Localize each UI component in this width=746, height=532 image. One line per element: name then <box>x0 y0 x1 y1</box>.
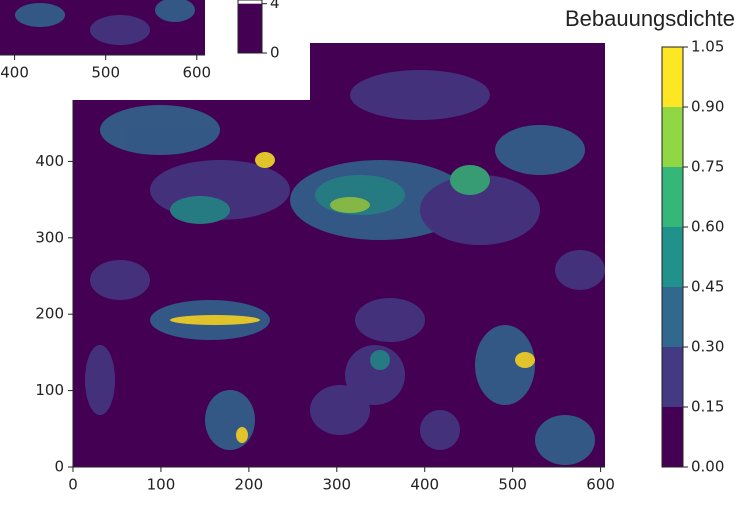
x-tick-label: 0 <box>68 476 78 494</box>
colorbar-tick-label: 0.15 <box>691 398 724 416</box>
colorbar-band <box>662 347 683 407</box>
y-tick-label: 200 <box>35 305 64 323</box>
colorbar-band <box>238 4 262 53</box>
y-tick-label: 100 <box>35 381 64 399</box>
y-tick-label: 0 <box>54 458 64 476</box>
colorbar-band <box>662 167 683 227</box>
y-tick-label: 300 <box>35 228 64 246</box>
colorbar-tick-label: 0.00 <box>691 458 724 476</box>
colorbar-tick-label: 0.90 <box>691 98 724 116</box>
x-tick-label: 600 <box>182 64 211 82</box>
colorbar-band <box>662 107 683 167</box>
x-tick-label: 600 <box>586 476 615 494</box>
page: {"chart_data": [ {"type": "image", "xlim… <box>0 0 746 532</box>
colorbar-band <box>662 227 683 287</box>
colorbar-tick-label: 0.60 <box>691 218 724 236</box>
colorbar-tick-label: 0.45 <box>691 278 724 296</box>
x-tick-label: 500 <box>498 476 527 494</box>
colorbar-band <box>662 47 683 107</box>
colorbar-label: Bebauungsdichte <box>565 6 735 31</box>
chart: 0 100 200 300 400 500 600 0 100 200 300 400 0.00 0.15… <box>0 0 746 532</box>
colorbar-tick-label: 1.05 <box>691 38 724 56</box>
x-tick-label: 400 <box>0 64 29 82</box>
colorbar-tick-label: 0 <box>270 44 280 62</box>
x-tick-label: 400 <box>410 476 439 494</box>
x-tick-label: 200 <box>235 476 264 494</box>
colorbar-tick-label: 0.75 <box>691 158 724 176</box>
y-tick-label: 400 <box>35 152 64 170</box>
colorbar-band <box>662 407 683 467</box>
x-tick-label: 500 <box>91 64 120 82</box>
colorbar-band <box>662 287 683 347</box>
x-tick-label: 100 <box>147 476 176 494</box>
x-tick-label: 300 <box>322 476 351 494</box>
colorbar-tick-label: 4 <box>270 0 280 12</box>
colorbar-tick-label: 0.30 <box>691 338 724 356</box>
